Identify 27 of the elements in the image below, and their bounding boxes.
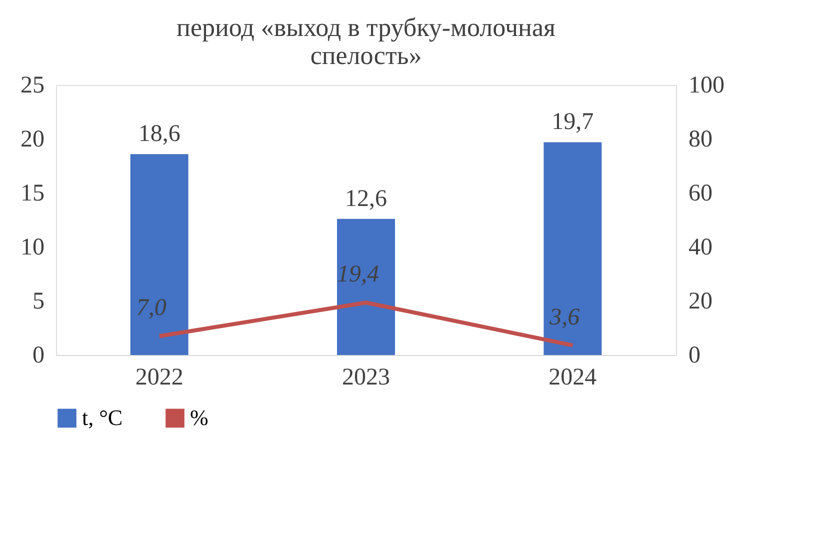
data-label: 12,6 [345,186,387,212]
x-tick-label: 2024 [548,364,597,390]
x-tick-label: 2022 [135,364,184,390]
chart-title: период «выход в трубку-молочная спелость» [176,13,556,70]
y-tick-label: 15 [20,180,44,206]
y-tick-label: 10 [20,234,44,260]
y-tick-label: 0 [32,342,44,368]
y2-tick-label: 60 [688,180,712,206]
bar [544,142,602,355]
y2-tick-label: 40 [688,234,712,260]
y-tick-label: 5 [32,288,44,314]
data-label: 18,6 [138,121,180,148]
y2-tick-label: 0 [688,342,700,368]
legend-label: % [190,405,208,430]
bar [130,154,188,355]
y2-tick-label: 100 [688,72,724,98]
x-tick-label: 2023 [342,364,390,390]
bar [337,218,395,355]
data-label: 3,6 [548,304,580,330]
data-label: 19,4 [337,262,379,288]
y2-tick-label: 80 [688,126,712,152]
y2-tick-label: 20 [688,288,712,314]
y-tick-label: 25 [20,72,44,98]
data-label: 7,0 [136,295,166,322]
data-label: 19,7 [552,109,594,136]
legend-label: t, °C [82,405,123,430]
y-tick-label: 20 [20,126,44,152]
